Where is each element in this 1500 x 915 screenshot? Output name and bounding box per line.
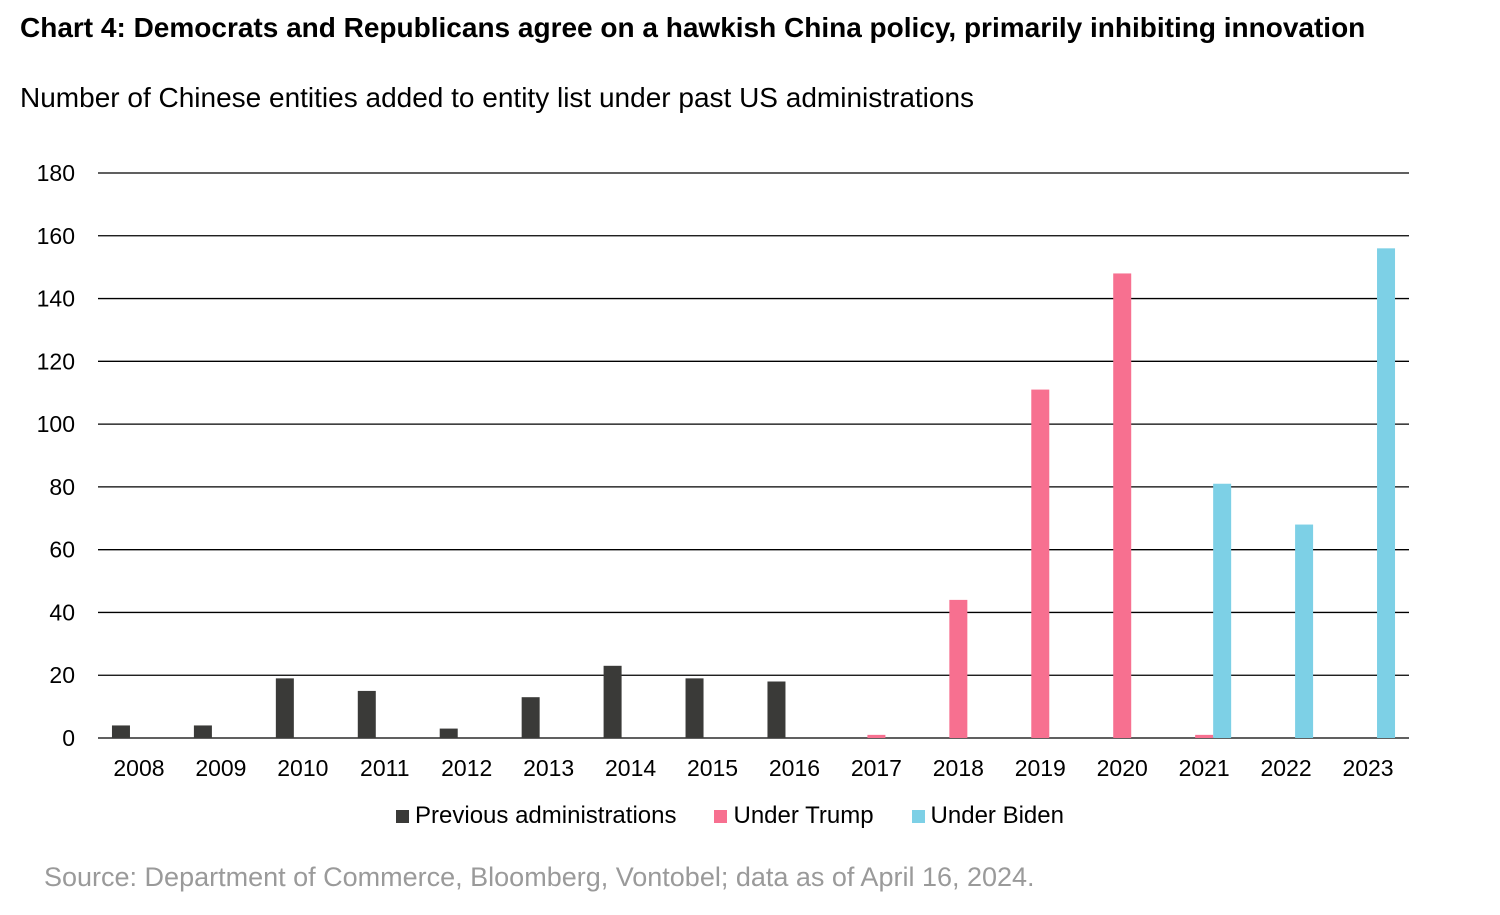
y-tick-label: 20 (49, 662, 75, 688)
x-tick-label: 2010 (277, 755, 328, 781)
legend-swatch (714, 809, 728, 823)
legend-label: Under Biden (930, 802, 1064, 829)
chart-legend: Previous administrations Under Trump Under… (0, 802, 1460, 830)
bar-under-trump (949, 599, 968, 738)
x-tick-label: 2020 (1097, 755, 1148, 781)
legend-label: Previous administrations (415, 802, 677, 829)
y-tick-label: 60 (49, 537, 75, 563)
y-tick-label: 40 (49, 599, 75, 625)
x-tick-label: 2019 (1015, 755, 1066, 781)
legend-item: Previous administrations (396, 802, 676, 830)
bar-under-trump (867, 734, 886, 738)
legend-label: Under Trump (733, 802, 874, 829)
legend-swatch (911, 809, 925, 823)
bar-previous-administrations (275, 678, 294, 738)
bar-under-trump (1113, 273, 1132, 738)
x-tick-label: 2011 (360, 755, 409, 781)
legend-item: Under Biden (911, 802, 1064, 830)
bar-previous-administrations (193, 725, 212, 738)
x-tick-label: 2022 (1261, 755, 1312, 781)
bar-previous-administrations (685, 678, 704, 738)
x-tick-label: 2021 (1179, 755, 1230, 781)
x-tick-label: 2016 (769, 755, 820, 781)
x-tick-label: 2013 (523, 755, 574, 781)
bar-previous-administrations (521, 697, 540, 738)
legend-swatch (396, 809, 410, 823)
y-tick-label: 80 (49, 474, 75, 500)
x-tick-label: 2009 (195, 755, 246, 781)
bar-under-biden (1377, 248, 1396, 739)
x-tick-label: 2014 (605, 755, 656, 781)
bar-previous-administrations (439, 728, 458, 738)
x-tick-label: 2012 (441, 755, 492, 781)
y-tick-label: 0 (62, 725, 75, 751)
x-tick-label: 2023 (1342, 755, 1393, 781)
bar-under-biden (1295, 524, 1314, 738)
bar-previous-administrations (603, 665, 622, 738)
bar-previous-administrations (111, 725, 130, 738)
y-tick-label: 100 (37, 411, 75, 437)
legend-item: Under Trump (714, 802, 874, 830)
bar-chart: 0 20 40 60 80 100 120 140 160 180 2008 2009 2010 2011… (37, 160, 1409, 781)
x-tick-label: 2017 (851, 755, 902, 781)
bar-under-trump (1031, 389, 1050, 738)
x-tick-label: 2018 (933, 755, 984, 781)
y-tick-label: 120 (37, 348, 75, 374)
chart-title: Chart 4: Democrats and Republicans agree… (20, 12, 1366, 43)
chart-subtitle: Number of Chinese entities added to enti… (20, 82, 975, 113)
x-tick-label: 2015 (687, 755, 738, 781)
source-note: Source: Department of Commerce, Bloomber… (44, 862, 1035, 892)
bar-under-biden (1213, 483, 1232, 738)
bar-under-trump (1195, 734, 1214, 738)
y-tick-label: 140 (37, 286, 75, 312)
y-tick-label: 160 (37, 223, 75, 249)
bar-previous-administrations (357, 690, 376, 738)
y-tick-label: 180 (37, 160, 75, 186)
bar-previous-administrations (767, 681, 786, 738)
x-tick-label: 2008 (113, 755, 164, 781)
